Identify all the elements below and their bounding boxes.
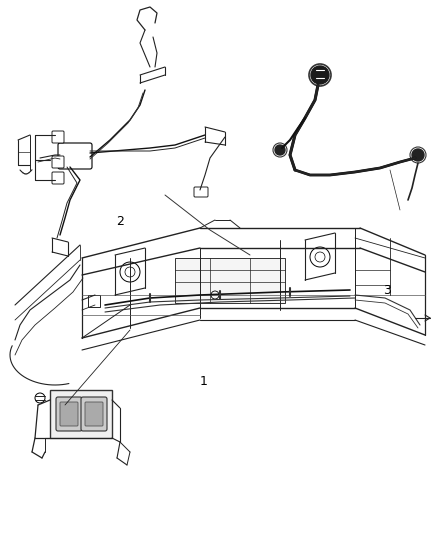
FancyBboxPatch shape [52,131,64,143]
FancyBboxPatch shape [50,390,112,438]
Circle shape [311,66,329,84]
FancyBboxPatch shape [85,402,103,426]
FancyBboxPatch shape [52,172,64,184]
Text: 2: 2 [116,215,124,228]
Circle shape [275,145,285,155]
FancyBboxPatch shape [60,402,78,426]
Text: 1: 1 [199,375,207,387]
FancyBboxPatch shape [194,187,208,197]
Circle shape [412,149,424,161]
Text: 3: 3 [383,284,391,297]
FancyBboxPatch shape [56,397,82,431]
FancyBboxPatch shape [88,295,100,307]
FancyBboxPatch shape [175,258,285,303]
FancyBboxPatch shape [81,397,107,431]
FancyBboxPatch shape [52,156,64,168]
FancyBboxPatch shape [58,143,92,169]
